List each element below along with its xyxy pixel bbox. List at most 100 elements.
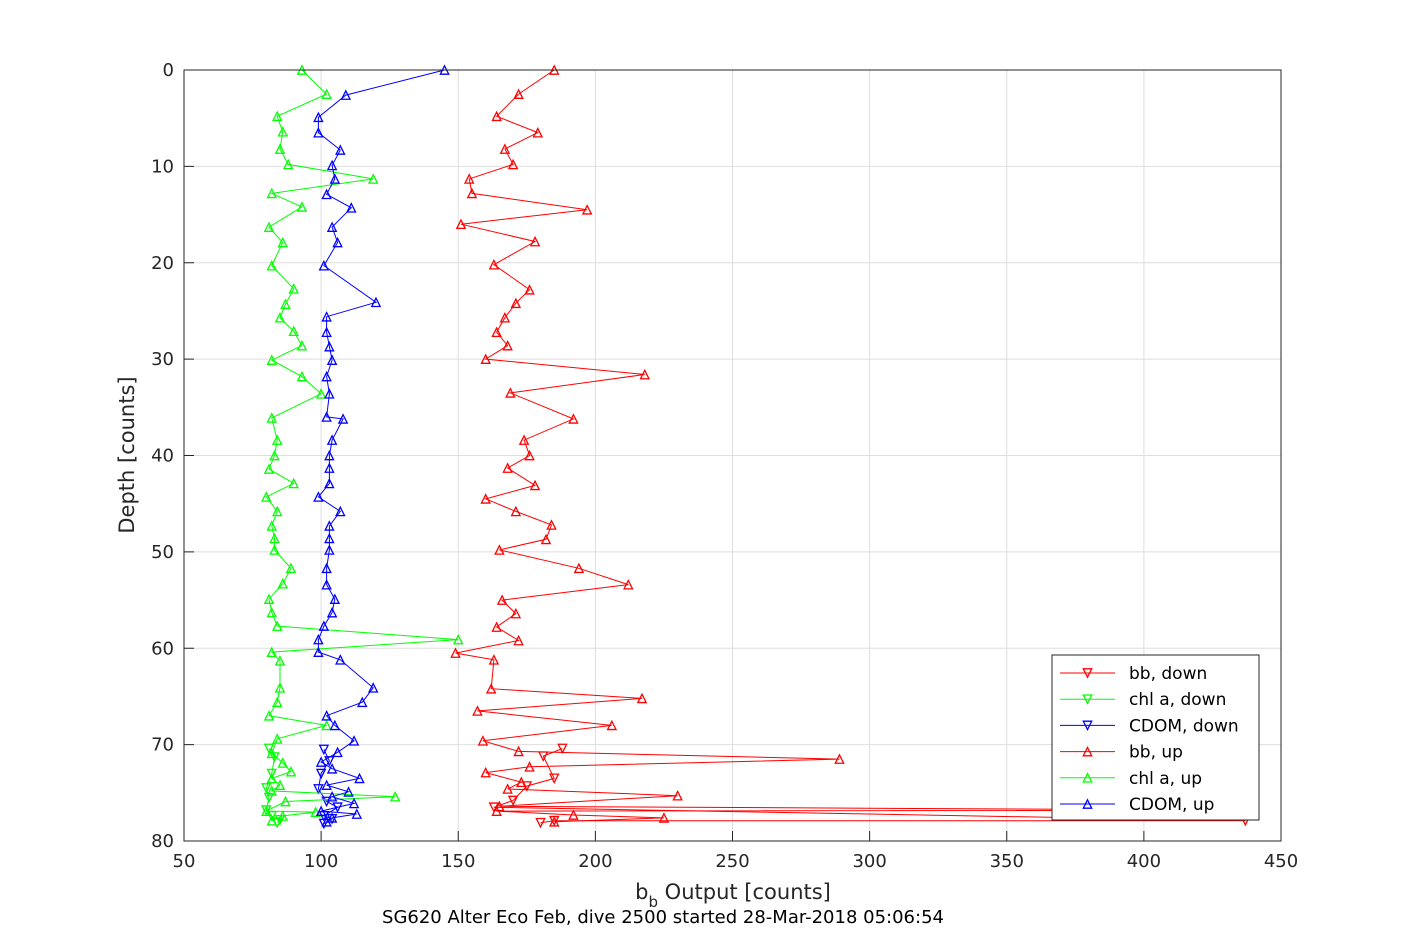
legend-box <box>1051 654 1260 821</box>
data-point <box>524 761 535 772</box>
series-line <box>455 69 1246 823</box>
data-point <box>261 491 272 502</box>
caption: SG620 Alter Eco Feb, dive 2500 started 2… <box>382 907 944 928</box>
data-point <box>639 368 650 380</box>
legend-entry-label: CDOM, up <box>1129 795 1214 815</box>
data-point <box>332 746 343 758</box>
data-point <box>494 800 505 812</box>
data-point <box>310 806 321 817</box>
data-point <box>266 815 278 826</box>
data-point <box>326 434 338 445</box>
data-point <box>315 756 327 767</box>
data-point <box>271 434 283 445</box>
legend-marker <box>1082 745 1093 757</box>
data-point <box>321 411 332 422</box>
data-point <box>348 797 360 809</box>
series-line <box>493 748 1246 824</box>
legend-marker <box>1082 720 1093 732</box>
data-point <box>367 682 379 693</box>
series-cdom-up <box>313 64 450 827</box>
y-tick-label: 50 <box>151 542 174 563</box>
series-line <box>317 69 445 823</box>
data-point <box>296 370 308 382</box>
data-point <box>313 784 324 795</box>
data-point <box>321 578 332 590</box>
data-point <box>329 173 341 184</box>
x-tick-label: 350 <box>990 851 1024 872</box>
data-point <box>540 533 552 545</box>
data-point <box>480 766 491 778</box>
data-point <box>335 654 346 665</box>
data-point <box>277 810 288 821</box>
legend: bb, down chl a, down CDOM, down bb, up chl a… <box>1051 654 1260 821</box>
data-point <box>321 710 332 721</box>
data-point <box>529 479 541 491</box>
data-point <box>326 354 338 365</box>
data-point <box>318 744 330 756</box>
data-point <box>266 520 278 531</box>
data-point <box>466 187 478 199</box>
data-point <box>324 449 335 461</box>
data-point <box>324 340 335 352</box>
data-point <box>505 387 516 398</box>
data-point <box>269 544 280 555</box>
data-point <box>321 326 332 337</box>
data-point <box>463 173 475 184</box>
data-point <box>271 696 283 708</box>
series-line <box>265 69 459 822</box>
data-point <box>557 743 568 755</box>
data-point <box>450 647 461 658</box>
data-point <box>623 578 634 590</box>
y-tick-label: 80 <box>151 831 174 852</box>
data-point <box>672 790 683 801</box>
data-point <box>532 126 544 138</box>
data-point <box>266 768 278 780</box>
data-point <box>313 491 324 502</box>
data-point <box>280 298 291 310</box>
data-point <box>318 620 330 631</box>
y-tick-label: 70 <box>151 735 174 756</box>
data-point <box>516 776 527 788</box>
data-point <box>502 339 513 351</box>
data-point <box>548 816 560 827</box>
data-point <box>324 544 335 555</box>
x-tick-label: 400 <box>1127 851 1161 872</box>
data-point <box>266 412 278 423</box>
data-point <box>296 339 308 351</box>
data-point <box>494 544 505 555</box>
data-point <box>518 434 530 445</box>
x-tick-label: 50 <box>173 851 196 872</box>
data-point <box>581 204 593 215</box>
data-point <box>261 783 272 794</box>
data-point <box>491 110 502 122</box>
data-point <box>477 735 489 746</box>
data-point <box>285 562 297 574</box>
x-tick-label: 450 <box>1264 851 1298 872</box>
data-point <box>274 143 286 154</box>
data-point <box>499 143 511 154</box>
data-point <box>529 235 541 247</box>
data-point <box>321 311 332 322</box>
y-tick-label: 30 <box>151 349 174 370</box>
data-point <box>277 126 288 137</box>
y-tick-label: 40 <box>151 446 174 467</box>
data-point <box>282 158 294 170</box>
data-point <box>321 562 332 574</box>
data-point <box>266 259 278 271</box>
data-point <box>321 719 332 731</box>
data-point <box>636 692 648 704</box>
data-point <box>266 187 278 199</box>
data-point <box>510 607 522 619</box>
data-point <box>491 326 502 337</box>
data-point <box>326 606 338 618</box>
data-point <box>277 757 288 768</box>
series-bb-down <box>488 743 1251 829</box>
data-point <box>507 795 519 807</box>
data-point <box>485 683 497 694</box>
data-point <box>496 594 508 605</box>
data-point <box>335 505 346 517</box>
data-point <box>321 370 332 382</box>
data-point <box>277 578 288 589</box>
data-point <box>502 783 513 794</box>
data-point <box>389 791 401 802</box>
